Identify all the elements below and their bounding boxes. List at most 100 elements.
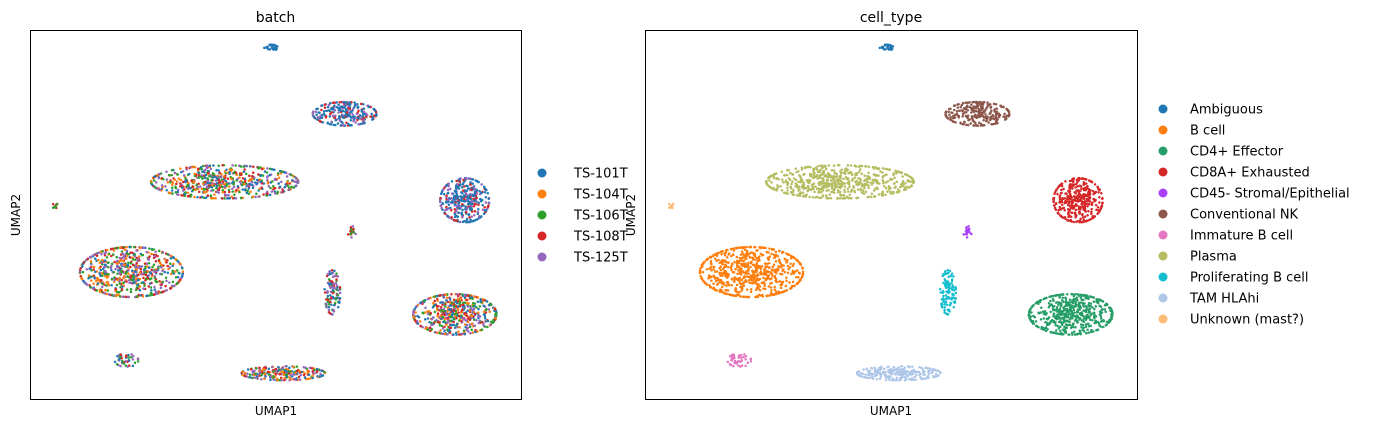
data-point: [473, 295, 476, 298]
data-point: [881, 167, 885, 170]
data-point: [459, 297, 463, 300]
data-point: [321, 374, 324, 377]
data-point: [176, 281, 179, 285]
data-point: [123, 275, 126, 278]
data-point: [338, 296, 342, 300]
data-point: [733, 260, 736, 264]
data-point: [209, 194, 213, 197]
data-point: [81, 265, 84, 268]
data-point: [157, 249, 161, 253]
legend-item: TS-101T: [537, 167, 628, 182]
data-point: [494, 316, 497, 320]
data-point: [54, 204, 58, 207]
data-point: [95, 289, 99, 292]
data-point: [179, 182, 182, 185]
data-point: [891, 45, 895, 48]
data-point: [1060, 203, 1064, 206]
data-point: [764, 271, 767, 274]
data-point: [260, 377, 263, 381]
data-point: [241, 370, 244, 374]
data-point: [132, 281, 135, 284]
data-point: [260, 182, 264, 185]
data-point: [178, 272, 181, 275]
data-point: [470, 296, 474, 299]
data-point: [471, 304, 475, 308]
data-point: [983, 116, 986, 119]
data-point: [825, 196, 828, 200]
data-point: [466, 294, 470, 298]
data-point: [447, 319, 450, 323]
data-point: [200, 168, 203, 171]
data-point: [867, 171, 870, 174]
data-point: [266, 192, 269, 195]
data-point: [477, 203, 480, 206]
data-point: [261, 174, 265, 177]
data-point: [159, 286, 163, 290]
data-point: [481, 208, 485, 212]
data-point: [763, 284, 766, 287]
data-point: [224, 179, 227, 183]
data-point: [743, 263, 746, 267]
data-point: [292, 186, 296, 189]
data-point: [786, 258, 789, 262]
data-point: [455, 219, 459, 223]
data-point: [255, 367, 258, 370]
data-point: [726, 274, 730, 278]
data-point: [455, 197, 459, 200]
data-point: [456, 194, 459, 198]
data-point: [471, 331, 475, 334]
data-point: [449, 308, 452, 311]
data-point: [320, 116, 324, 120]
data-point: [92, 282, 95, 285]
data-point: [439, 196, 442, 200]
data-point: [135, 277, 138, 280]
data-point: [479, 298, 482, 301]
data-point: [296, 179, 300, 182]
data-point: [470, 205, 473, 208]
data-point: [802, 181, 805, 185]
data-point: [207, 171, 210, 175]
data-point: [468, 323, 472, 326]
data-point: [148, 278, 152, 281]
data-point: [759, 294, 762, 297]
data-point: [779, 185, 782, 188]
data-point: [244, 188, 247, 191]
data-point: [449, 326, 453, 330]
data-point: [429, 312, 433, 315]
data-point: [149, 291, 153, 295]
data-point: [1085, 197, 1089, 201]
data-point: [204, 196, 207, 200]
data-point: [850, 196, 853, 200]
data-point: [154, 181, 158, 184]
data-point: [215, 168, 218, 172]
data-point: [110, 278, 114, 281]
data-point: [421, 312, 425, 315]
data-point: [872, 166, 876, 169]
data-point: [153, 274, 157, 278]
data-point: [973, 115, 977, 118]
data-point: [458, 198, 462, 202]
data-point: [896, 170, 899, 173]
data-point: [793, 284, 796, 288]
data-point: [326, 105, 330, 109]
data-point: [201, 164, 205, 168]
data-point: [349, 226, 353, 229]
data-point: [139, 294, 142, 297]
data-point: [131, 358, 135, 361]
data-point: [469, 197, 473, 201]
data-point: [446, 188, 450, 192]
data-point: [450, 301, 454, 305]
data-point: [1066, 194, 1069, 198]
data-point: [856, 183, 859, 187]
data-point: [443, 309, 446, 313]
data-point: [783, 173, 786, 177]
data-point: [726, 289, 730, 292]
data-point: [462, 219, 466, 223]
data-point: [129, 274, 132, 277]
data-point: [347, 113, 351, 117]
data-point: [857, 177, 860, 180]
data-point: [131, 354, 135, 358]
data-point: [730, 247, 733, 251]
data-point: [124, 295, 128, 299]
data-point: [120, 288, 124, 291]
